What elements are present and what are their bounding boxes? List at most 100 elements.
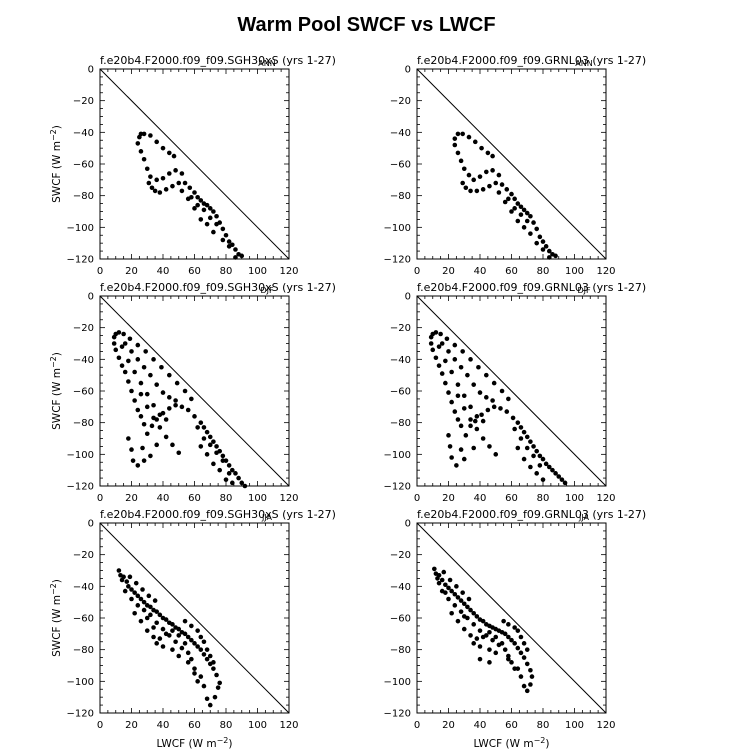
- data-point: [443, 582, 448, 588]
- data-point: [428, 334, 434, 340]
- x-tick-label: 40: [474, 493, 487, 504]
- y-tick-label: −40: [73, 582, 94, 593]
- data-point: [477, 656, 483, 662]
- data-point: [493, 650, 499, 656]
- data-point: [452, 142, 458, 148]
- data-point: [455, 150, 461, 156]
- data-point: [195, 644, 200, 649]
- data-point: [143, 349, 148, 354]
- data-point: [129, 447, 134, 452]
- data-point: [454, 463, 459, 468]
- x-tick-label: 80: [220, 720, 233, 731]
- data-point: [198, 647, 204, 652]
- data-point: [509, 209, 514, 214]
- data-point: [479, 412, 484, 418]
- data-point: [146, 593, 152, 599]
- data-point: [111, 334, 117, 340]
- data-point: [460, 131, 465, 137]
- data-point: [192, 666, 197, 671]
- y-tick-label: −100: [67, 677, 94, 688]
- data-point: [113, 347, 119, 353]
- data-point: [493, 180, 499, 186]
- data-point: [204, 656, 210, 662]
- data-point: [151, 634, 156, 640]
- data-point: [157, 636, 163, 641]
- data-point: [524, 210, 530, 216]
- data-point: [465, 372, 470, 378]
- y-tick-label: −60: [390, 387, 411, 398]
- data-point: [148, 612, 153, 618]
- data-point: [138, 596, 144, 602]
- data-point: [449, 610, 454, 616]
- data-point: [239, 253, 245, 259]
- x-axis-label: LWCF (W m−2): [474, 736, 550, 750]
- data-point: [487, 183, 492, 189]
- data-point: [138, 391, 144, 397]
- data-point: [455, 417, 461, 422]
- data-point: [212, 694, 218, 700]
- data-point: [468, 188, 473, 194]
- data-point: [468, 423, 473, 429]
- data-point: [201, 436, 207, 441]
- data-point: [521, 207, 527, 213]
- data-point: [471, 641, 477, 646]
- data-point: [192, 671, 197, 676]
- data-point: [204, 202, 210, 208]
- data-point: [211, 229, 216, 235]
- data-point: [144, 391, 150, 397]
- data-point: [159, 364, 164, 370]
- x-tick-label: 120: [596, 266, 615, 277]
- x-tick-label: 0: [97, 493, 103, 504]
- data-point: [540, 456, 546, 462]
- data-point: [496, 190, 502, 195]
- data-point: [468, 633, 473, 638]
- data-point: [512, 196, 517, 202]
- data-point: [119, 363, 125, 368]
- data-point: [195, 628, 200, 633]
- data-point: [499, 388, 505, 394]
- data-point: [436, 580, 442, 586]
- reference-line: [99, 295, 290, 487]
- data-point: [487, 629, 492, 635]
- x-tick-label: 120: [596, 493, 615, 504]
- data-point: [550, 467, 555, 473]
- data-point: [528, 682, 533, 687]
- data-point: [449, 399, 454, 405]
- y-tick-label: −60: [73, 387, 94, 398]
- data-point: [518, 425, 524, 430]
- data-point: [201, 639, 207, 645]
- x-tick-label: 100: [248, 493, 267, 504]
- x-tick-label: 60: [188, 266, 201, 277]
- data-point: [512, 426, 517, 432]
- data-point: [179, 645, 185, 651]
- x-tick-label: 60: [188, 493, 201, 504]
- data-point: [466, 172, 472, 178]
- data-point: [521, 456, 527, 462]
- data-point: [201, 207, 207, 213]
- data-point: [537, 234, 543, 240]
- data-point: [446, 585, 451, 591]
- data-point: [214, 444, 219, 449]
- data-point: [170, 442, 175, 448]
- data-point: [207, 206, 213, 211]
- data-point: [185, 407, 191, 413]
- data-point: [477, 390, 483, 395]
- data-point: [129, 388, 134, 394]
- panel-title: f.e20b4.F2000.f09_f09.SGH30xS (yrs 1-27): [100, 281, 336, 294]
- season-label: JJA: [261, 513, 273, 522]
- data-point: [124, 579, 130, 584]
- y-tick-label: −120: [67, 255, 94, 266]
- data-point: [496, 172, 502, 178]
- data-point: [149, 423, 155, 429]
- data-point: [529, 674, 535, 679]
- data-point: [144, 404, 150, 410]
- data-point: [447, 577, 453, 583]
- reference-line: [99, 522, 290, 714]
- data-point: [132, 369, 137, 375]
- data-point: [498, 406, 503, 411]
- data-point: [449, 369, 454, 375]
- data-point: [211, 439, 216, 444]
- data-point: [506, 634, 511, 640]
- y-tick-label: −80: [73, 418, 94, 429]
- data-point: [201, 683, 207, 689]
